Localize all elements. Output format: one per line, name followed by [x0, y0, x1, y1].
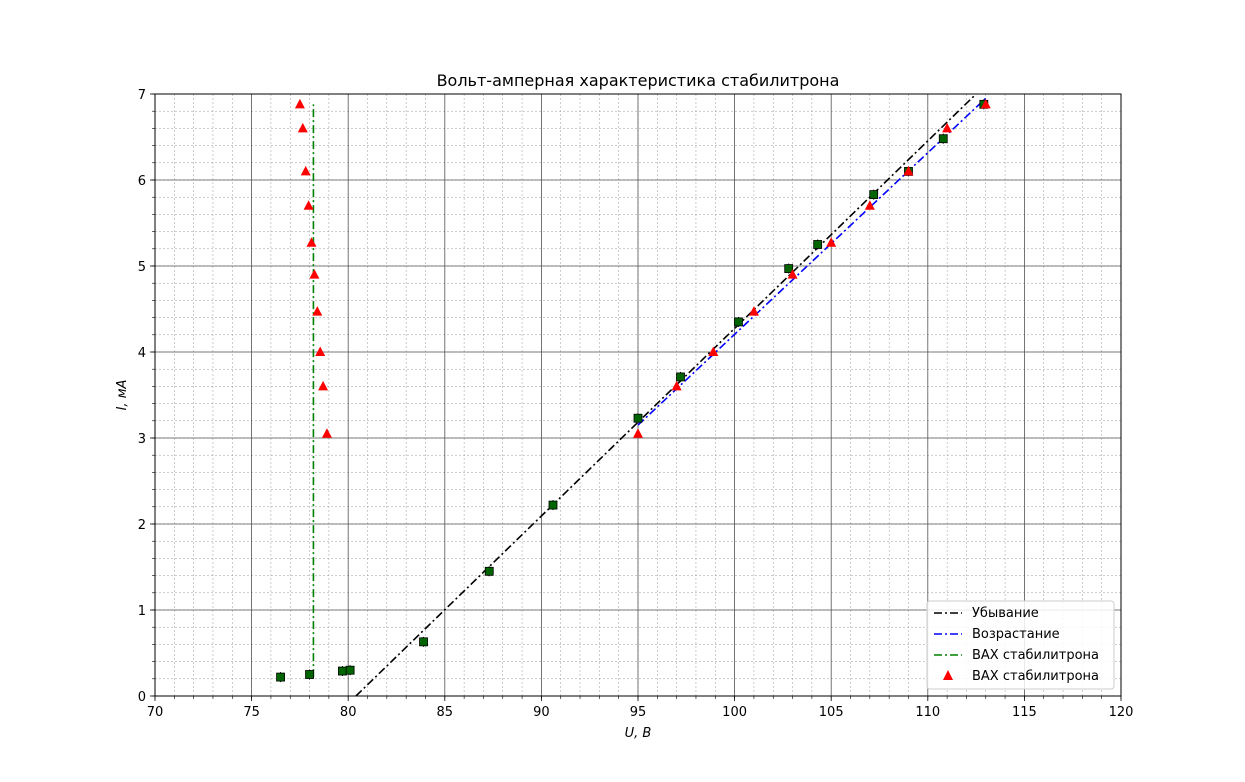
- triangle-marker: [826, 237, 837, 247]
- triangle-marker: [315, 346, 326, 356]
- legend-item-increase: Возрастание: [972, 627, 1060, 642]
- legend: Убывание Возрастание ВАХ стабилитрона ВА…: [926, 600, 1115, 690]
- y-tick-label: 4: [138, 346, 146, 361]
- fit-lines: [312, 93, 987, 697]
- triangle-marker: [903, 165, 914, 176]
- x-tick-label: 115: [1012, 705, 1037, 720]
- y-tick-label: 5: [138, 260, 146, 275]
- square-marker: [734, 317, 743, 327]
- triangle-marker: [318, 380, 329, 391]
- triangle-marker: [312, 306, 323, 316]
- legend-item-zener-line: ВАХ стабилитрона: [972, 648, 1099, 663]
- square-marker: [869, 190, 879, 200]
- x-tick-label: 110: [915, 705, 940, 720]
- y-tick-label: 1: [138, 604, 146, 619]
- triangle-marker: [748, 306, 759, 316]
- square-marker: [345, 665, 355, 675]
- triangle-marker: [309, 269, 320, 279]
- x-tick-label: 80: [340, 705, 357, 720]
- square-marker: [484, 566, 494, 576]
- square-marker: [548, 500, 558, 510]
- triangle-marker: [297, 122, 308, 133]
- chart-title: Вольт-амперная характеристика стабилитро…: [437, 71, 840, 90]
- y-tick-label: 6: [138, 174, 146, 189]
- triangle-marker: [306, 237, 317, 247]
- square-marker: [813, 240, 823, 249]
- y-tick-label: 0: [138, 690, 146, 705]
- legend-item-decrease: Убывание: [972, 606, 1039, 621]
- square-marker: [305, 670, 314, 679]
- x-tick-label: 95: [630, 705, 647, 720]
- triangle-marker: [980, 98, 991, 109]
- triangle-marker: [300, 165, 311, 176]
- y-axis-label: I, мА: [115, 380, 130, 411]
- triangle-marker: [787, 269, 798, 279]
- x-tick-label: 85: [437, 705, 454, 720]
- x-tick-label: 75: [243, 705, 260, 720]
- y-tick-label: 7: [138, 88, 146, 103]
- x-axis-label: U, В: [625, 726, 652, 741]
- square-marker: [938, 134, 948, 144]
- triangle-marker: [671, 380, 682, 391]
- x-tick-label: 120: [1109, 705, 1134, 720]
- triangle-marker: [303, 200, 314, 210]
- triangle-marker: [321, 428, 332, 438]
- y-tick-label: 2: [138, 518, 146, 533]
- square-marker: [784, 264, 794, 273]
- square-marker: [276, 672, 285, 682]
- legend-item-zener-points: ВАХ стабилитрона: [972, 669, 1099, 684]
- data-points: [276, 98, 991, 683]
- square-marker: [676, 372, 685, 382]
- square-marker: [419, 637, 428, 647]
- y-tick-label: 3: [138, 432, 146, 447]
- axis-ticks: 70 75 80 85 90 95 100 105 110 115 120 0 1 2 3 4 5 6 7: [138, 88, 1134, 720]
- triangle-marker: [708, 346, 719, 356]
- square-marker: [338, 666, 347, 676]
- x-tick-label: 105: [819, 705, 844, 720]
- square-marker: [633, 413, 643, 423]
- x-tick-label: 90: [533, 705, 550, 720]
- x-tick-label: 100: [722, 705, 747, 720]
- legend-marker-triangle: [943, 670, 953, 680]
- triangle-marker: [633, 428, 643, 438]
- triangle-marker: [864, 200, 875, 210]
- x-tick-label: 70: [147, 705, 164, 720]
- legend-box: [926, 600, 1115, 690]
- fit-line-0: [355, 93, 977, 697]
- triangle-marker: [294, 98, 305, 109]
- triangle-marker: [942, 122, 953, 133]
